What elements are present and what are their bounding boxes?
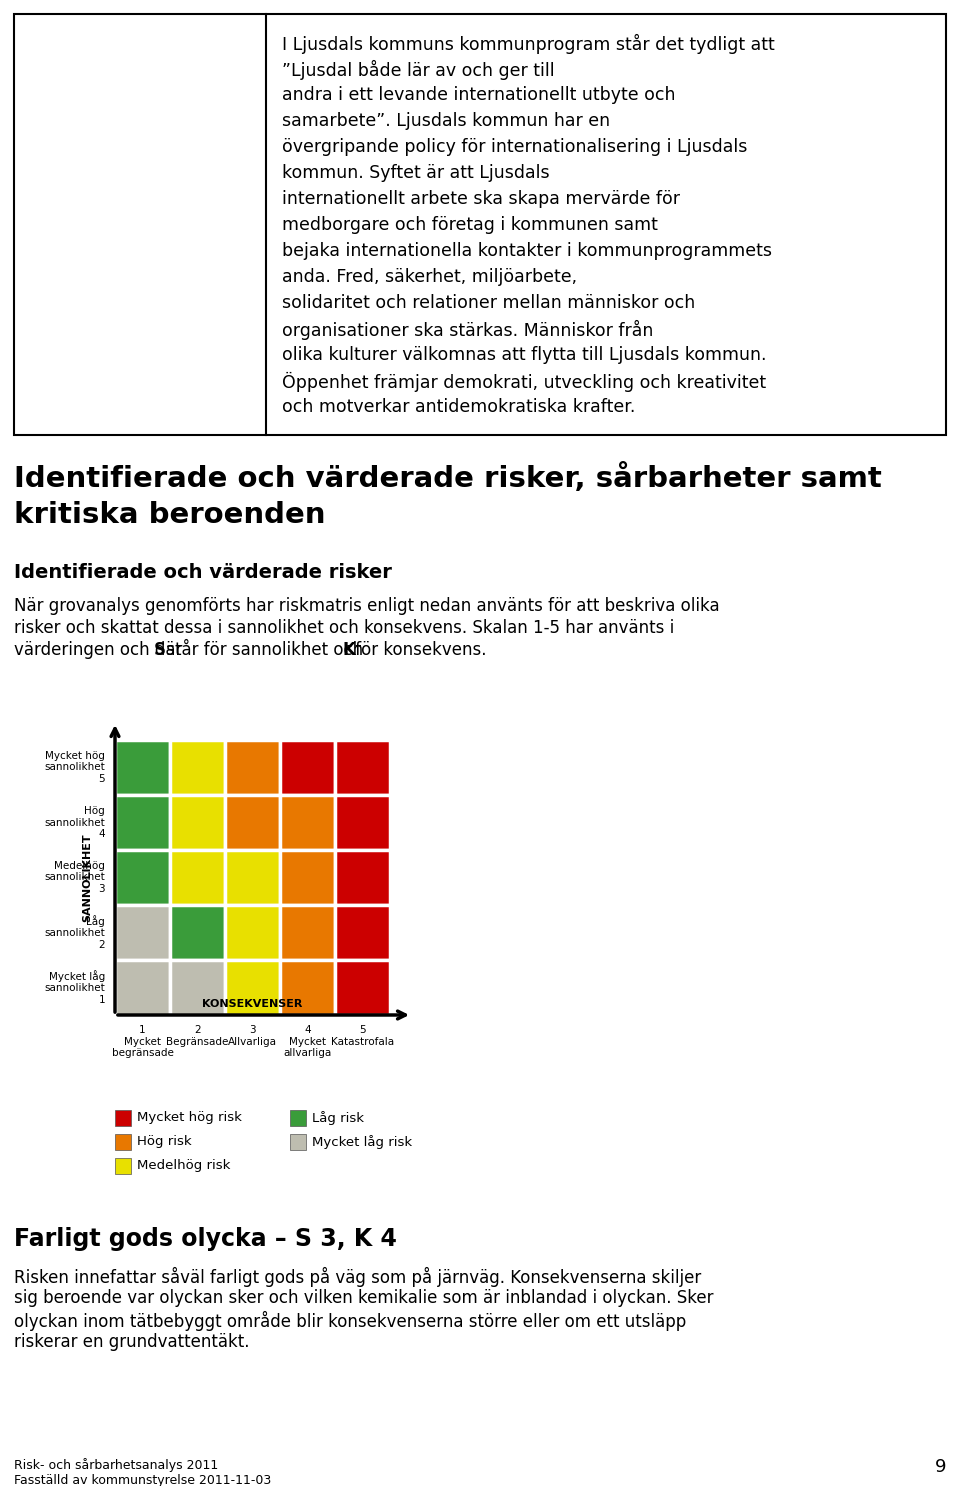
Text: 2
Begränsade: 2 Begränsade: [166, 1025, 228, 1046]
Bar: [225, 905, 280, 960]
Text: bejaka internationella kontakter i kommunprogrammets: bejaka internationella kontakter i kommu…: [281, 242, 772, 260]
Text: SANNOLIKHET: SANNOLIKHET: [82, 834, 92, 921]
Text: olika kulturer välkomnas att flytta till Ljusdals kommun.: olika kulturer välkomnas att flytta till…: [281, 346, 766, 364]
Text: I Ljusdals kommuns kommunprogram står det tydligt att: I Ljusdals kommuns kommunprogram står de…: [281, 34, 775, 53]
Bar: [335, 905, 390, 960]
Text: Hög risk: Hög risk: [137, 1135, 192, 1149]
Bar: [14, 13, 946, 435]
Text: Medelhög
sannolikhet
3: Medelhög sannolikhet 3: [44, 860, 105, 895]
Bar: [335, 740, 390, 795]
Text: Mycket hög
sannolikhet
5: Mycket hög sannolikhet 5: [44, 750, 105, 785]
Text: 9: 9: [934, 1458, 946, 1476]
Text: övergripande policy för internationalisering i Ljusdals: övergripande policy för internationalise…: [281, 138, 747, 156]
Bar: [225, 795, 280, 850]
Bar: [115, 795, 170, 850]
Bar: [225, 740, 280, 795]
Bar: [280, 850, 335, 905]
Bar: [170, 740, 225, 795]
Bar: [115, 1134, 131, 1150]
Bar: [115, 905, 170, 960]
Text: internationellt arbete ska skapa mervärde för: internationellt arbete ska skapa mervärd…: [281, 190, 680, 208]
Bar: [115, 1158, 131, 1174]
Text: När grovanalys genomförts har riskmatris enligt nedan använts för att beskriva o: När grovanalys genomförts har riskmatris…: [14, 597, 720, 615]
Text: KONSEKVENSER: KONSEKVENSER: [203, 999, 302, 1009]
Bar: [115, 1110, 131, 1126]
Text: Mycket låg risk: Mycket låg risk: [312, 1135, 412, 1149]
Text: står för sannolikhet och: står för sannolikhet och: [161, 640, 369, 658]
Bar: [290, 1134, 306, 1150]
Bar: [335, 960, 390, 1015]
Bar: [280, 740, 335, 795]
Text: K: K: [343, 640, 356, 658]
Bar: [115, 740, 170, 795]
Text: för konsekvens.: för konsekvens.: [350, 640, 487, 658]
Text: medborgare och företag i kommunen samt: medborgare och företag i kommunen samt: [281, 215, 658, 233]
Bar: [170, 960, 225, 1015]
Text: och motverkar antidemokratiska krafter.: och motverkar antidemokratiska krafter.: [281, 398, 635, 416]
Bar: [115, 960, 170, 1015]
Bar: [225, 960, 280, 1015]
Text: ”Ljusdal både lär av och ger till: ”Ljusdal både lär av och ger till: [281, 59, 554, 80]
Text: Hög
sannolikhet
4: Hög sannolikhet 4: [44, 805, 105, 840]
Bar: [280, 960, 335, 1015]
Bar: [170, 905, 225, 960]
Text: Öppenhet främjar demokrati, utveckling och kreativitet: Öppenhet främjar demokrati, utveckling o…: [281, 372, 766, 392]
Text: anda. Fred, säkerhet, miljöarbete,: anda. Fred, säkerhet, miljöarbete,: [281, 267, 577, 285]
Text: Mycket låg
sannolikhet
1: Mycket låg sannolikhet 1: [44, 970, 105, 1005]
Text: värderingen och där: värderingen och där: [14, 640, 187, 658]
Text: Mycket hög risk: Mycket hög risk: [137, 1112, 242, 1125]
Bar: [225, 850, 280, 905]
Text: kommun. Syftet är att Ljusdals: kommun. Syftet är att Ljusdals: [281, 163, 549, 181]
Text: riskerar en grundvattentäkt.: riskerar en grundvattentäkt.: [14, 1333, 250, 1351]
Text: 1
Mycket
begränsade: 1 Mycket begränsade: [111, 1025, 174, 1058]
Bar: [335, 795, 390, 850]
Text: 3
Allvarliga: 3 Allvarliga: [228, 1025, 277, 1046]
Bar: [170, 850, 225, 905]
Text: risker och skattat dessa i sannolikhet och konsekvens. Skalan 1-5 har använts i: risker och skattat dessa i sannolikhet o…: [14, 620, 674, 637]
Text: Identifierade och värderade risker, sårbarheter samt: Identifierade och värderade risker, sårb…: [14, 464, 881, 493]
Text: Fasställd av kommunstyrelse 2011-11-03: Fasställd av kommunstyrelse 2011-11-03: [14, 1474, 272, 1486]
Text: S: S: [154, 640, 166, 658]
Text: 5
Katastrofala: 5 Katastrofala: [331, 1025, 394, 1046]
Text: Risk- och sårbarhetsanalys 2011: Risk- och sårbarhetsanalys 2011: [14, 1458, 218, 1473]
Text: olyckan inom tätbebyggt område blir konsekvenserna större eller om ett utsläpp: olyckan inom tätbebyggt område blir kons…: [14, 1311, 686, 1331]
Bar: [335, 850, 390, 905]
Text: 4
Mycket
allvarliga: 4 Mycket allvarliga: [283, 1025, 331, 1058]
Text: solidaritet och relationer mellan människor och: solidaritet och relationer mellan männis…: [281, 294, 695, 312]
Text: Risken innefattar såväl farligt gods på väg som på järnväg. Konsekvenserna skilj: Risken innefattar såväl farligt gods på …: [14, 1268, 701, 1287]
Bar: [115, 850, 170, 905]
Text: Medelhög risk: Medelhög risk: [137, 1159, 230, 1172]
Bar: [170, 795, 225, 850]
Bar: [280, 795, 335, 850]
Text: organisationer ska stärkas. Människor från: organisationer ska stärkas. Människor fr…: [281, 319, 653, 340]
Text: Låg risk: Låg risk: [312, 1112, 364, 1125]
Text: andra i ett levande internationellt utbyte och: andra i ett levande internationellt utby…: [281, 86, 675, 104]
Bar: [280, 905, 335, 960]
Text: Identifierade och värderade risker: Identifierade och värderade risker: [14, 563, 392, 583]
Bar: [290, 1110, 306, 1126]
Text: sig beroende var olyckan sker och vilken kemikalie som är inblandad i olyckan. S: sig beroende var olyckan sker och vilken…: [14, 1288, 713, 1308]
Text: samarbete”. Ljusdals kommun har en: samarbete”. Ljusdals kommun har en: [281, 111, 610, 129]
Text: Farligt gods olycka – S 3, K 4: Farligt gods olycka – S 3, K 4: [14, 1227, 396, 1251]
Text: kritiska beroenden: kritiska beroenden: [14, 501, 325, 529]
Text: Låg
sannolikhet
2: Låg sannolikhet 2: [44, 915, 105, 950]
